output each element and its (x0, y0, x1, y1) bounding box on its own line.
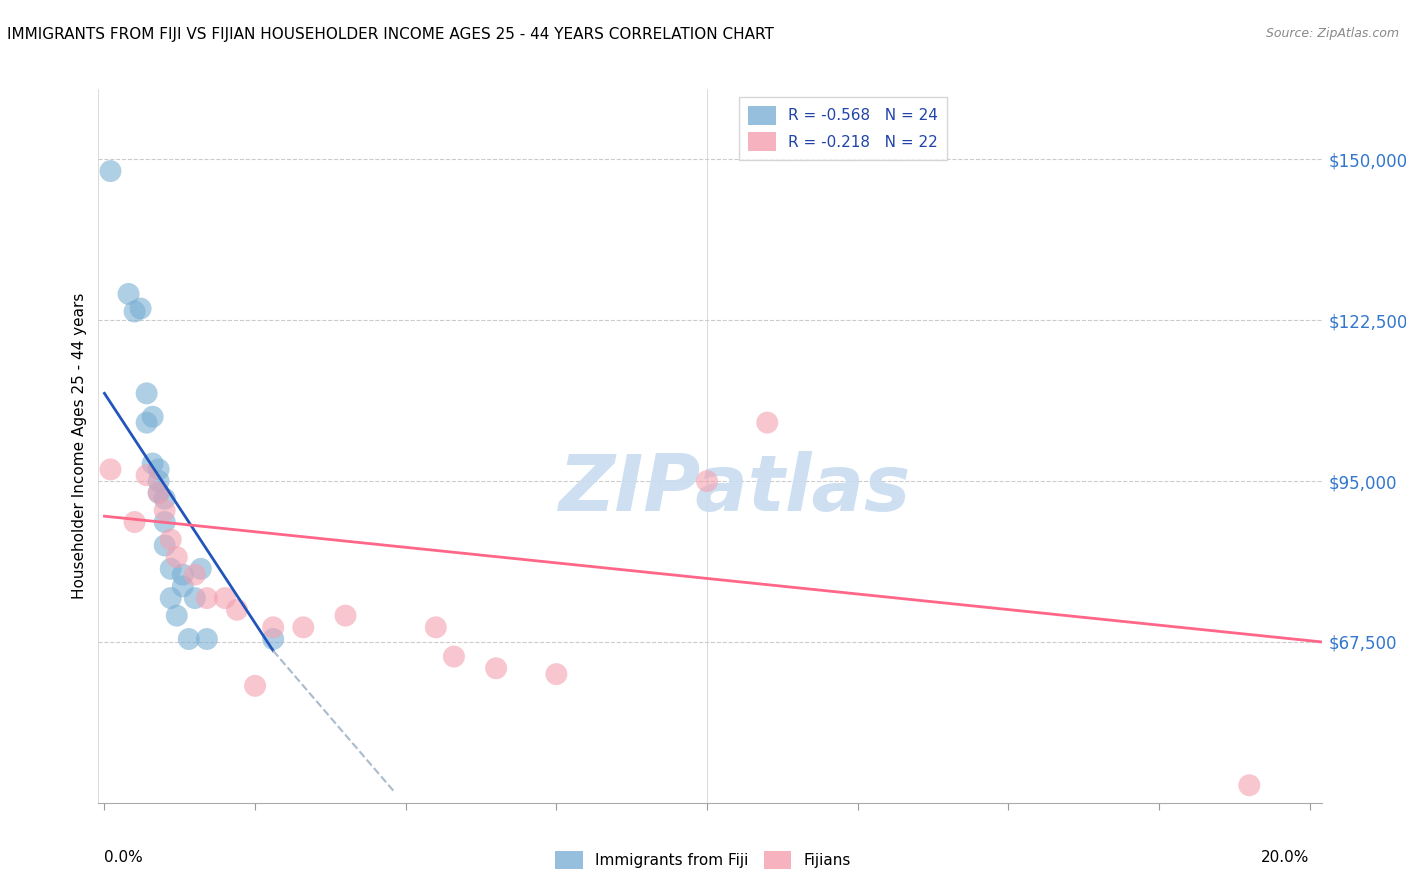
Point (166, 608, 188, 623)
Point (148, 485, 170, 500)
Point (172, 567, 194, 582)
Legend: Immigrants from Fiji, Fijians: Immigrants from Fiji, Fijians (550, 845, 856, 875)
Point (184, 567, 207, 582)
Point (142, 409, 165, 424)
Point (129, 301, 152, 316)
Point (142, 457, 165, 471)
Point (100, 462, 122, 476)
Point (262, 620, 284, 634)
Point (190, 562, 212, 576)
Point (262, 632, 284, 646)
Point (159, 591, 181, 605)
Point (159, 533, 181, 547)
Point (226, 603, 249, 617)
Point (117, 287, 139, 301)
Point (135, 386, 157, 401)
Legend: R = -0.568   N = 24, R = -0.218   N = 22: R = -0.568 N = 24, R = -0.218 N = 22 (740, 97, 948, 160)
Point (172, 579, 194, 593)
Point (184, 591, 207, 605)
Point (166, 550, 188, 565)
Point (756, 416, 779, 430)
Point (195, 591, 218, 605)
Point (153, 538, 176, 552)
Point (195, 632, 218, 646)
Text: ZIPatlas: ZIPatlas (558, 450, 911, 527)
Point (135, 416, 157, 430)
Point (425, 620, 447, 634)
Text: 0.0%: 0.0% (104, 849, 143, 864)
Point (292, 620, 315, 634)
Point (124, 515, 146, 529)
Text: IMMIGRANTS FROM FIJI VS FIJIAN HOUSEHOLDER INCOME AGES 25 - 44 YEARS CORRELATION: IMMIGRANTS FROM FIJI VS FIJIAN HOUSEHOLD… (7, 27, 773, 42)
Point (214, 591, 236, 605)
Point (148, 462, 170, 476)
Point (124, 304, 146, 318)
Point (335, 608, 357, 623)
Point (1239, 778, 1261, 792)
Point (696, 474, 718, 488)
Point (546, 667, 568, 681)
Point (243, 679, 266, 693)
Point (153, 515, 176, 529)
Point (443, 649, 465, 664)
Point (153, 491, 176, 506)
Point (485, 661, 508, 675)
Text: Source: ZipAtlas.com: Source: ZipAtlas.com (1265, 27, 1399, 40)
Y-axis label: Householder Income Ages 25 - 44 years: Householder Income Ages 25 - 44 years (72, 293, 87, 599)
Point (148, 485, 170, 500)
Point (159, 562, 181, 576)
Text: 20.0%: 20.0% (1261, 849, 1309, 864)
Point (135, 468, 157, 483)
Point (177, 632, 200, 646)
Point (100, 164, 122, 178)
Point (148, 474, 170, 488)
Point (153, 503, 176, 517)
